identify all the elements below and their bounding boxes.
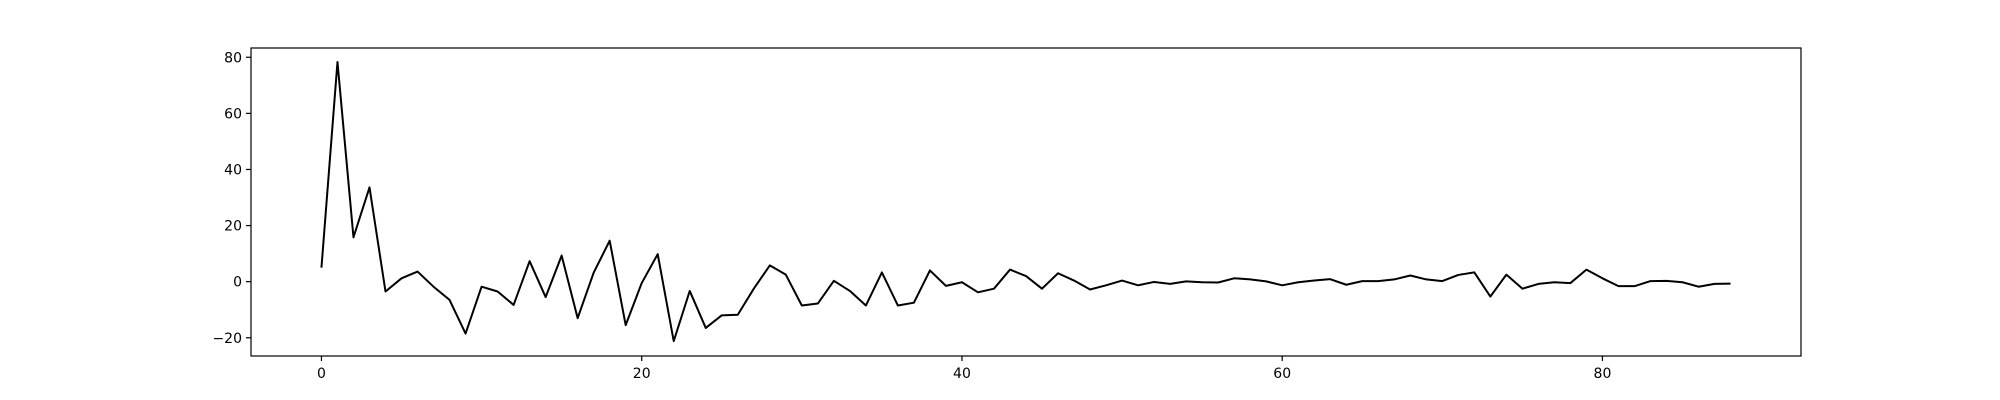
plot-layer — [320, 61, 1731, 343]
y-tick-label-40: 40 — [224, 162, 242, 178]
x-tick-label-20: 20 — [633, 366, 651, 382]
x-tick-label-0: 0 — [317, 366, 326, 382]
y-tick-label-20: 20 — [224, 219, 242, 235]
x-tick-label-80: 80 — [1594, 366, 1612, 382]
y-tick-label-60: 60 — [224, 106, 242, 122]
x-tick-label-40: 40 — [953, 366, 971, 382]
y-tick-label-80: 80 — [224, 50, 242, 66]
axes-layer: 0 20 40 60 80 −20 0 20 40 60 80 — [212, 47, 1802, 382]
series-line-0 — [320, 61, 1731, 343]
x-tick-label-60: 60 — [1273, 366, 1291, 382]
y-tick-label--20: −20 — [212, 331, 242, 347]
y-tick-label-0: 0 — [233, 275, 242, 291]
axes-frame — [250, 47, 1802, 357]
